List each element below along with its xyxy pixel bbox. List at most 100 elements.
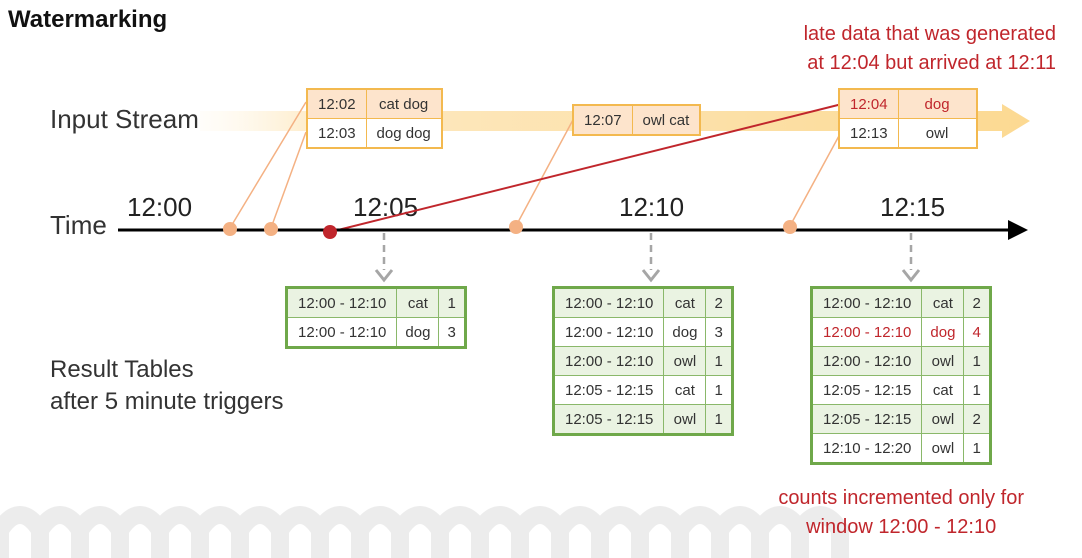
- table-row: 12:05 - 12:15 owl 1: [552, 404, 733, 435]
- dot-event-1213: [783, 220, 797, 234]
- count-cell: 1: [705, 346, 733, 376]
- word-cell: dog: [921, 317, 965, 347]
- event-words: owl cat: [631, 104, 701, 136]
- window-cell: 12:00 - 12:10: [552, 287, 665, 318]
- event-row-late: 12:04 dog: [838, 88, 978, 119]
- window-cell: 12:00 - 12:10: [552, 346, 665, 376]
- window-cell: 12:00 - 12:10: [810, 346, 923, 376]
- late-note-line1: late data that was generated: [803, 23, 1056, 45]
- time-axis-arrowhead: [1008, 220, 1028, 240]
- connector-event-1202: [229, 101, 307, 229]
- table-row: 12:05 - 12:15 cat 1: [552, 375, 733, 405]
- event-time: 12:02: [306, 88, 367, 119]
- word-cell: cat: [921, 287, 965, 318]
- page-title: Watermarking: [8, 6, 168, 33]
- event-box-2: 12:07 owl cat: [572, 104, 702, 136]
- table-row: 12:10 - 12:20 owl 1: [810, 433, 991, 464]
- event-time: 12:13: [838, 118, 899, 149]
- dot-event-1203: [264, 222, 278, 236]
- count-cell: 2: [705, 287, 733, 318]
- event-row: 12:02 cat dog: [306, 88, 443, 119]
- table-row: 12:05 - 12:15 owl 2: [810, 404, 991, 434]
- event-box-1: 12:02 cat dog 12:03 dog dog: [306, 88, 443, 149]
- window-cell: 12:05 - 12:15: [552, 404, 665, 435]
- result-table-1215: 12:00 - 12:10 cat 2 12:00 - 12:10 dog 4 …: [810, 286, 992, 465]
- result-label-line2: after 5 minute triggers: [50, 388, 284, 415]
- event-words: dog dog: [365, 118, 443, 149]
- result-label-line1: Result Tables: [50, 356, 194, 383]
- result-table-1210: 12:00 - 12:10 cat 2 12:00 - 12:10 dog 3 …: [552, 286, 734, 436]
- word-cell: owl: [663, 346, 707, 376]
- event-row: 12:03 dog dog: [306, 118, 443, 149]
- window-cell: 12:05 - 12:15: [810, 404, 923, 434]
- word-cell: cat: [921, 375, 965, 405]
- table-row: 12:00 - 12:10 cat 1: [285, 287, 466, 318]
- word-cell: owl: [921, 433, 965, 464]
- word-cell: owl: [663, 404, 707, 435]
- event-time: 12:03: [306, 118, 367, 149]
- event-words: owl: [897, 118, 978, 149]
- dot-event-1207: [509, 220, 523, 234]
- trigger-arrowhead-1205: [374, 269, 394, 283]
- dot-late-event-1204: [323, 225, 337, 239]
- late-data-note: late data that was generated at 12:04 bu…: [804, 20, 1056, 78]
- table-row: 12:00 - 12:10 owl 1: [810, 346, 991, 376]
- table-row: 12:00 - 12:10 cat 2: [810, 287, 991, 318]
- window-cell: 12:00 - 12:10: [810, 287, 923, 318]
- counts-note: counts incremented only for window 12:00…: [778, 484, 1024, 542]
- count-cell: 1: [438, 287, 466, 318]
- event-words: dog: [897, 88, 978, 119]
- word-cell: cat: [396, 287, 440, 318]
- trigger-arrowhead-1215: [901, 269, 921, 283]
- dot-event-1202: [223, 222, 237, 236]
- result-tables-label: Result Tables after 5 minute triggers: [50, 354, 283, 418]
- word-cell: dog: [396, 317, 440, 348]
- word-cell: owl: [921, 346, 965, 376]
- count-cell: 1: [963, 346, 991, 376]
- table-row: 12:00 - 12:10 owl 1: [552, 346, 733, 376]
- tick-label-1205: 12:05: [353, 192, 419, 222]
- counts-note-line1: counts incremented only for: [778, 487, 1024, 509]
- window-cell: 12:00 - 12:10: [810, 317, 923, 347]
- input-stream-label: Input Stream: [50, 104, 199, 134]
- result-table-1205: 12:00 - 12:10 cat 1 12:00 - 12:10 dog 3: [285, 286, 467, 349]
- window-cell: 12:10 - 12:20: [810, 433, 923, 464]
- window-cell: 12:05 - 12:15: [552, 375, 665, 405]
- window-cell: 12:00 - 12:10: [285, 317, 398, 348]
- connector-event-1207: [515, 117, 575, 227]
- event-row: 12:13 owl: [838, 118, 978, 149]
- count-cell: 3: [438, 317, 466, 348]
- tick-label-1200: 12:00: [127, 192, 193, 222]
- late-note-line2: at 12:04 but arrived at 12:11: [807, 52, 1056, 74]
- count-cell: 2: [963, 287, 991, 318]
- table-row: 12:00 - 12:10 cat 2: [552, 287, 733, 318]
- word-cell: dog: [663, 317, 707, 347]
- trigger-arrowhead-1210: [641, 269, 661, 283]
- late-data-connector: [329, 103, 843, 233]
- window-cell: 12:00 - 12:10: [552, 317, 665, 347]
- event-row: 12:07 owl cat: [572, 104, 701, 136]
- word-cell: cat: [663, 375, 707, 405]
- count-cell: 2: [963, 404, 991, 434]
- count-cell: 3: [705, 317, 733, 347]
- count-cell: 1: [963, 375, 991, 405]
- time-label: Time: [50, 210, 107, 240]
- event-box-3: 12:04 dog 12:13 owl: [838, 88, 978, 149]
- event-time: 12:07: [572, 104, 633, 136]
- table-row: 12:00 - 12:10 dog 3: [552, 317, 733, 347]
- count-cell: 4: [963, 317, 991, 347]
- counts-note-line2: window 12:00 - 12:10: [806, 516, 997, 538]
- connector-event-1203: [270, 131, 307, 229]
- tick-label-1215: 12:15: [880, 192, 946, 222]
- event-time: 12:04: [838, 88, 899, 119]
- count-cell: 1: [705, 404, 733, 435]
- count-cell: 1: [963, 433, 991, 464]
- window-cell: 12:00 - 12:10: [285, 287, 398, 318]
- table-row: 12:05 - 12:15 cat 1: [810, 375, 991, 405]
- window-cell: 12:05 - 12:15: [810, 375, 923, 405]
- event-words: cat dog: [365, 88, 443, 119]
- count-cell: 1: [705, 375, 733, 405]
- table-row: 12:00 - 12:10 dog 3: [285, 317, 466, 348]
